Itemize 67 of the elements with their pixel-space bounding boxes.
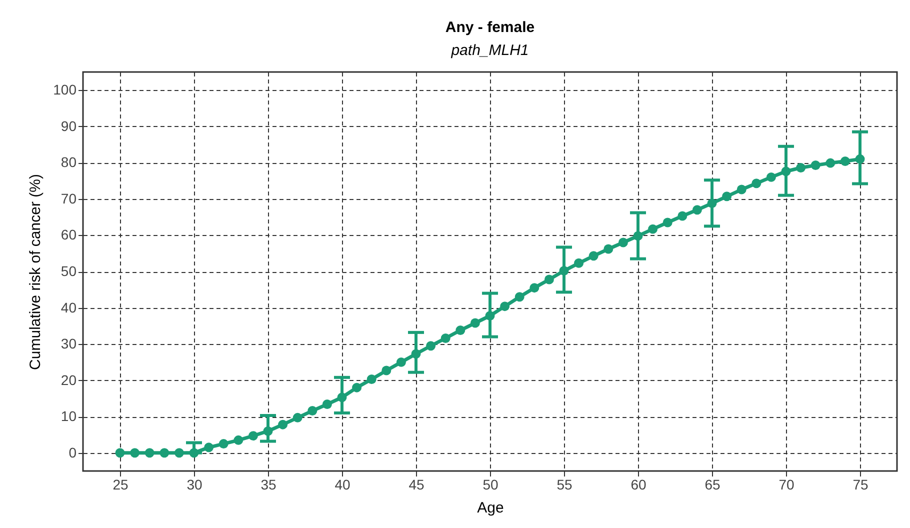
point <box>204 442 214 452</box>
point <box>160 448 170 458</box>
point <box>796 163 806 172</box>
x-tick-label: 75 <box>852 476 868 492</box>
point <box>678 211 688 221</box>
point <box>662 218 672 228</box>
point <box>130 448 140 458</box>
x-tick-label: 70 <box>778 476 794 492</box>
point <box>352 382 362 392</box>
y-tick-label: 80 <box>60 154 77 170</box>
point <box>840 156 850 166</box>
point <box>500 302 510 312</box>
point <box>382 366 392 376</box>
y-tick-label: 90 <box>60 118 77 134</box>
y-tick-label: 10 <box>60 408 77 424</box>
point <box>426 341 436 351</box>
point <box>530 283 540 293</box>
point <box>278 420 288 430</box>
point <box>736 184 746 194</box>
point <box>766 172 776 182</box>
y-tick-label: 50 <box>60 263 77 279</box>
x-axis-title: Age <box>477 500 504 516</box>
y-tick-label: 20 <box>60 372 77 388</box>
point <box>322 400 332 409</box>
x-tick-label: 60 <box>630 476 646 492</box>
y-tick-label: 30 <box>60 336 77 352</box>
y-tick-label: 40 <box>60 299 77 316</box>
point <box>618 238 628 248</box>
x-tick-label: 25 <box>112 476 128 492</box>
point <box>234 435 244 445</box>
x-tick-label: 65 <box>704 476 720 492</box>
point <box>248 431 258 441</box>
chart-subtitle: path_MLH1 <box>450 42 529 59</box>
point <box>470 318 480 328</box>
point <box>396 357 406 367</box>
point <box>440 334 450 343</box>
y-tick-label: 70 <box>60 190 77 206</box>
point <box>722 192 732 202</box>
point <box>604 244 614 254</box>
point <box>826 158 836 168</box>
point <box>292 412 302 422</box>
point <box>115 448 125 458</box>
x-tick-label: 30 <box>186 476 202 492</box>
point <box>308 406 318 416</box>
point <box>544 274 554 284</box>
point <box>752 178 762 188</box>
y-tick-label: 0 <box>68 444 77 460</box>
y-axis-title: Cumulative risk of cancer (%) <box>27 174 44 370</box>
point <box>692 205 702 215</box>
point <box>648 224 658 234</box>
point <box>174 448 184 458</box>
point <box>588 251 598 261</box>
point <box>810 160 820 170</box>
chart-title: Any - female <box>445 19 535 36</box>
x-tick-label: 50 <box>482 476 498 492</box>
point <box>456 326 466 335</box>
point <box>574 258 584 268</box>
x-tick-label: 35 <box>260 476 276 492</box>
x-tick-label: 45 <box>408 476 424 492</box>
y-tick-label: 60 <box>60 226 77 243</box>
point <box>514 292 524 302</box>
point <box>144 448 154 458</box>
point <box>366 374 376 384</box>
x-tick-label: 55 <box>556 476 572 492</box>
point <box>218 439 228 449</box>
x-tick-label: 40 <box>334 476 350 492</box>
y-tick-label: 100 <box>53 82 77 98</box>
